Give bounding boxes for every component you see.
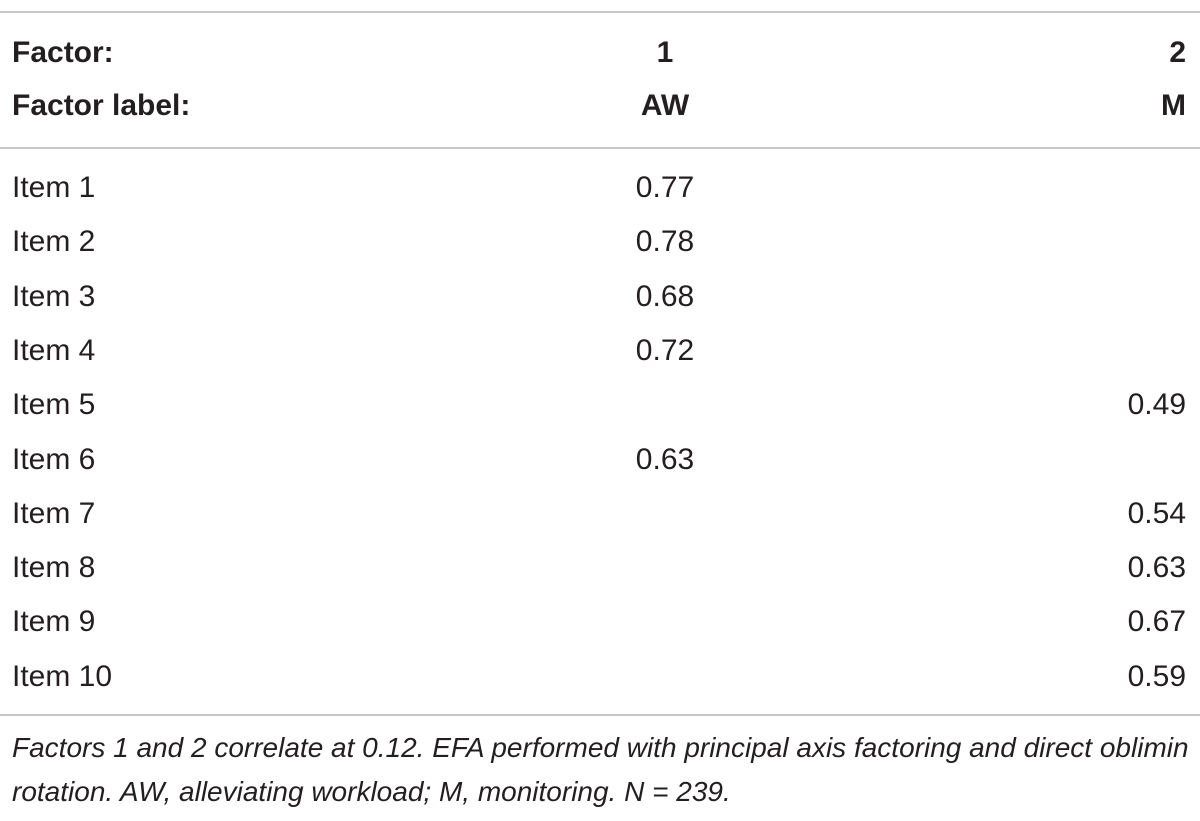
row-factor-1-loading: 0.77 — [635, 171, 695, 204]
row-item-label: Item 4 — [12, 333, 96, 367]
row-item-label: Item 6 — [12, 442, 96, 476]
row-item-label: Item 2 — [12, 225, 96, 259]
row-item-label: Item 5 — [12, 388, 96, 422]
row-factor-2-loading: 0.63 — [1127, 551, 1186, 585]
row-factor-2-loading: 0.49 — [1127, 388, 1186, 422]
row-item-label: Item 10 — [12, 659, 113, 693]
table-row: Item 1 0.77 — [0, 161, 1200, 215]
row-factor-1-loading: 0.78 — [635, 225, 695, 259]
table-row: Item 7 0.54 — [0, 487, 1200, 541]
table-row: Item 2 0.78 — [0, 215, 1200, 269]
header-row-factor: Factor: 1 2 — [0, 26, 1200, 80]
header-factor-label-1: AW — [640, 89, 690, 122]
table-footnote: Factors 1 and 2 correlate at 0.12. EFA p… — [12, 732, 1189, 807]
row-item-label: Item 1 — [12, 171, 96, 204]
row-item-label: Item 3 — [12, 279, 96, 313]
row-factor-1-loading: 0.72 — [635, 333, 695, 367]
table-row: Item 8 0.63 — [0, 541, 1200, 595]
table-row: Item 4 0.72 — [0, 324, 1200, 378]
row-item-label: Item 9 — [12, 605, 96, 639]
header-bottom-rule — [0, 147, 1200, 149]
row-factor-1-loading: 0.63 — [635, 442, 695, 476]
table-row: Item 6 0.63 — [0, 433, 1200, 487]
header-factor-label: Factor: — [12, 36, 114, 69]
header-factor-label-label: Factor label: — [12, 89, 191, 122]
table-row: Item 9 0.67 — [0, 595, 1200, 649]
row-factor-2-loading: 0.54 — [1127, 496, 1186, 530]
table-row: Item 5 0.49 — [0, 378, 1200, 432]
header-factor-2: 2 — [1169, 36, 1186, 69]
table-bottom-rule — [0, 714, 1200, 716]
row-factor-1-loading: 0.68 — [635, 279, 695, 313]
row-factor-2-loading: 0.59 — [1127, 659, 1186, 693]
header-factor-1: 1 — [656, 36, 674, 69]
header-row-factor-label: Factor label: AW M — [0, 79, 1200, 133]
table-row: Item 10 0.59 — [0, 650, 1200, 704]
row-item-label: Item 7 — [12, 496, 96, 530]
row-factor-2-loading: 0.67 — [1127, 605, 1186, 639]
header-factor-label-2: M — [1161, 89, 1186, 122]
row-item-label: Item 8 — [12, 551, 96, 585]
table-row: Item 3 0.68 — [0, 270, 1200, 324]
table-top-rule — [0, 11, 1200, 13]
